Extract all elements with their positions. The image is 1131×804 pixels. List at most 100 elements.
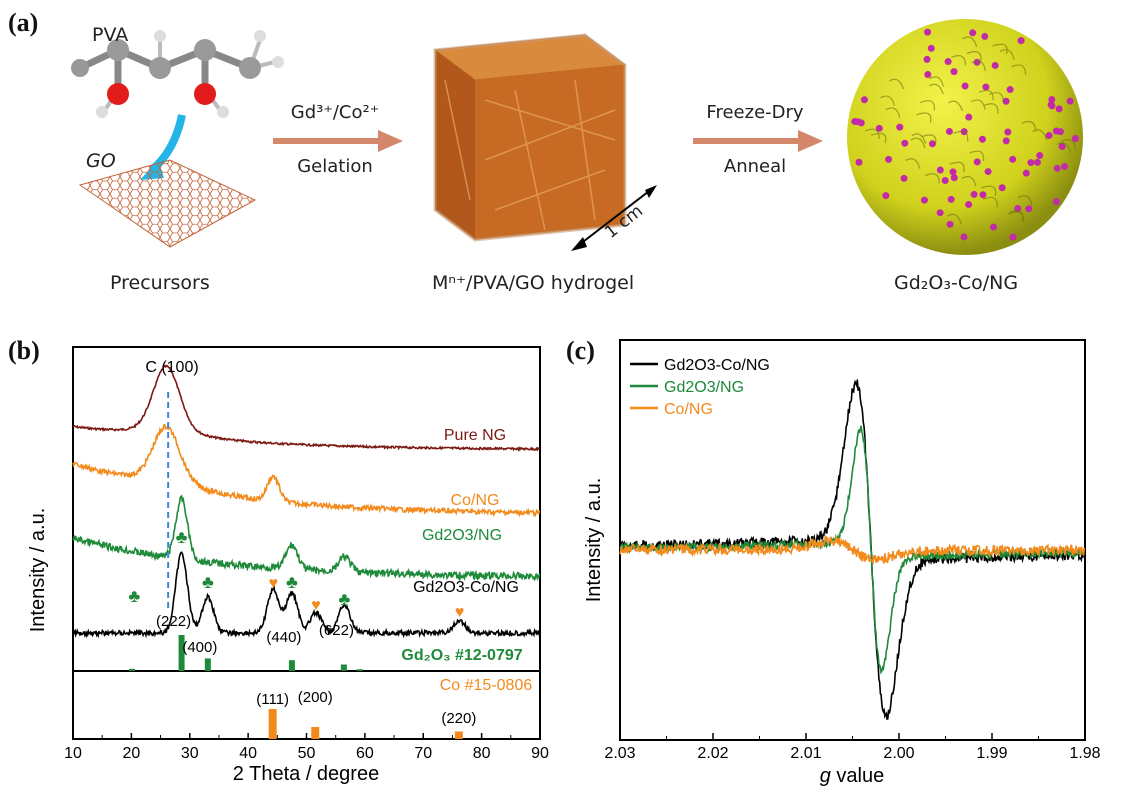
epr-x-tick-label: 2.03 [604, 745, 635, 762]
xrd-x-tick-label: 60 [356, 745, 374, 762]
gd2o3-peak-marker-icon: ♣ [176, 527, 188, 547]
gd2o3-reference-bar [205, 658, 211, 671]
co-reference-bar [269, 709, 277, 739]
cobalt-particle-dot [981, 33, 988, 40]
cobalt-particle-dot [924, 56, 931, 63]
epr-x-tick-label: 2.02 [697, 745, 728, 762]
step2-top-label: Freeze-Dry [685, 102, 825, 123]
cobalt-particle-dot [992, 62, 999, 69]
step1-bottom-label: Gelation [265, 156, 405, 177]
cobalt-particle-dot [1061, 163, 1068, 170]
epr-x-tick-label: 1.98 [1069, 745, 1100, 762]
epr-x-tick-label: 2.01 [790, 745, 821, 762]
gd2o3-hkl-label: (622) [319, 622, 354, 639]
xrd-series-label: Gd2O3-Co/NG [413, 579, 519, 596]
step1-arrow-icon [268, 126, 408, 156]
cobalt-particle-dot [901, 175, 908, 182]
step2-arrow-icon [688, 126, 828, 156]
cobalt-particle-dot [921, 197, 928, 204]
cobalt-particle-dot [965, 114, 972, 121]
gd2o3-hkl-label: (440) [266, 629, 301, 646]
cobalt-particle-dot [1007, 86, 1014, 93]
xrd-series-label: Pure NG [444, 427, 506, 444]
cobalt-particle-dot [951, 174, 958, 181]
xrd-series-label: Co/NG [451, 492, 500, 509]
step1-top-label: Gd³⁺/Co²⁺ [265, 102, 405, 123]
epr-x-tick-label: 2.00 [883, 745, 914, 762]
cobalt-particle-dot [999, 184, 1006, 191]
epr-plot-frame [620, 340, 1085, 740]
xrd-x-tick-label: 10 [64, 745, 82, 762]
cobalt-particle-dot [1056, 105, 1063, 112]
epr-x-axis-label: g value [820, 765, 885, 787]
co-hkl-label: (220) [441, 710, 476, 727]
cobalt-particle-dot [1023, 170, 1030, 177]
cobalt-particle-dot [985, 168, 992, 175]
xrd-x-tick-label: 40 [239, 745, 257, 762]
cobalt-particle-dot [1025, 205, 1032, 212]
epr-x-tick-label: 1.99 [976, 745, 1007, 762]
cobalt-particle-dot [1027, 159, 1034, 166]
hydrogel-label: Mⁿ⁺/PVA/GO hydrogel [432, 272, 634, 294]
epr-legend-label: Gd2O3/NG [664, 379, 744, 396]
cobalt-particle-dot [855, 118, 862, 125]
cobalt-particle-dot [990, 224, 997, 231]
cobalt-particle-dot [942, 177, 949, 184]
xrd-x-tick-label: 80 [473, 745, 491, 762]
cobalt-particle-dot [924, 71, 931, 78]
cobalt-particle-dot [1034, 159, 1041, 166]
cobalt-particle-dot [928, 45, 935, 52]
cobalt-particle-dot [937, 209, 944, 216]
cobalt-particle-dot [961, 233, 968, 240]
cobalt-particle-dot [962, 82, 969, 89]
epr-chart: 2.03 2.02 2.01 2.00 1.99 1.98 Gd2O3-Co/NG Gd2O… [560, 330, 1131, 804]
c100-annotation: C (100) [145, 359, 198, 376]
gd2o3-peak-marker-icon: ♣ [202, 572, 214, 592]
gd2o3-hkl-label: (400) [182, 639, 217, 656]
cobalt-particle-dot [982, 84, 989, 91]
cobalt-particle-dot [946, 128, 953, 135]
gd2o3-reference-bar [129, 669, 135, 671]
cobalt-particle-dot [1009, 156, 1016, 163]
cobalt-particle-dot [948, 196, 955, 203]
epr-legend-label: Gd2O3-Co/NG [664, 357, 770, 374]
cobalt-particle-dot [937, 167, 944, 174]
precursors-label: Precursors [110, 272, 210, 294]
cobalt-particle-dot [965, 201, 972, 208]
cobalt-particle-dot [945, 58, 952, 65]
cobalt-particle-dot [974, 158, 981, 165]
cobalt-particle-dot [1067, 98, 1074, 105]
co-hkl-label: (111) [256, 691, 289, 708]
gd2o3-peak-marker-icon: ♣ [128, 586, 140, 606]
co-peak-marker-icon: ♥ [268, 575, 278, 592]
cobalt-particle-dot [924, 29, 931, 36]
gd2o3-reference-label: Gd₂O₃ #12-0797 [401, 647, 522, 664]
xrd-x-tick-label: 70 [414, 745, 432, 762]
cobalt-particle-dot [1010, 234, 1017, 241]
gd2o3-reference-bar [289, 660, 295, 671]
cobalt-particle-dot [1054, 165, 1061, 172]
cobalt-particle-dot [971, 191, 978, 198]
xrd-x-axis-label: 2 Theta / degree [233, 763, 379, 785]
xrd-x-tick-label: 20 [122, 745, 140, 762]
gd2o3-reference-bar [341, 665, 347, 671]
cobalt-particle-dot [896, 124, 903, 131]
cobalt-particle-dot [979, 191, 986, 198]
co-reference-bar [311, 727, 319, 739]
cobalt-particle-dot [885, 156, 892, 163]
xrd-series-label: Gd2O3/NG [422, 527, 502, 544]
cobalt-particle-dot [1003, 137, 1010, 144]
co-reference-label: Co #15-0806 [440, 677, 533, 694]
epr-legend-label: Co/NG [664, 401, 713, 418]
xrd-x-tick-label: 90 [531, 745, 549, 762]
cobalt-particle-dot [861, 96, 868, 103]
cobalt-particle-dot [1018, 37, 1025, 44]
xrd-x-tick-label: 50 [298, 745, 316, 762]
cobalt-particle-dot [1048, 101, 1055, 108]
co-peak-marker-icon: ♥ [311, 597, 321, 614]
cobalt-particle-dot [1057, 128, 1064, 135]
xrd-y-axis-label: Intensity / a.u. [27, 508, 49, 633]
cobalt-particle-dot [969, 29, 976, 36]
panel-a-label: (a) [8, 8, 38, 38]
cobalt-particle-dot [947, 221, 954, 228]
